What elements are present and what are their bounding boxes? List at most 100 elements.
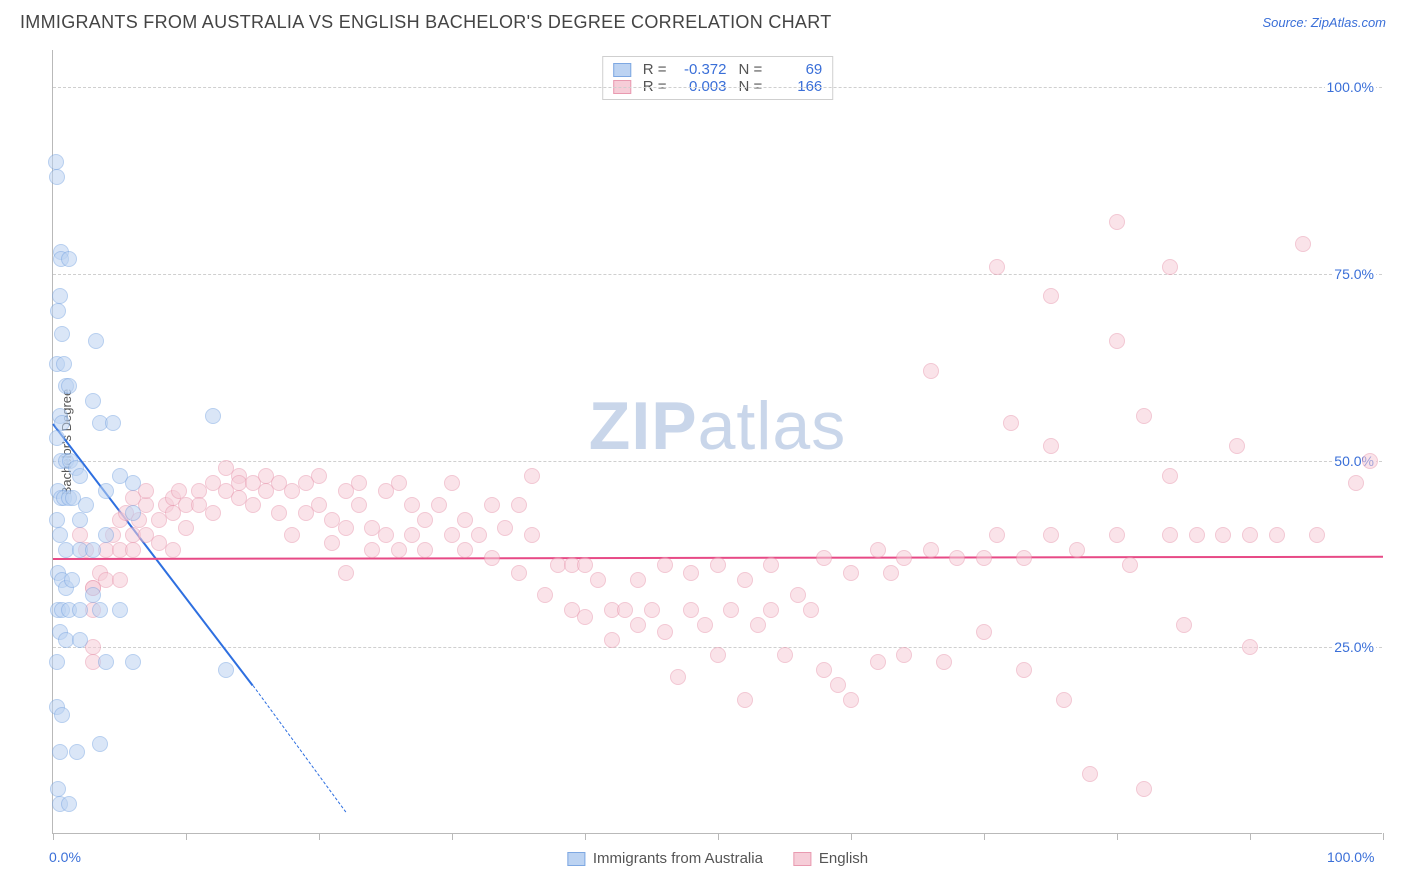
data-point [936, 654, 952, 670]
data-point [710, 557, 726, 573]
data-point [537, 587, 553, 603]
data-point [1362, 453, 1378, 469]
data-point [923, 542, 939, 558]
data-point [171, 483, 187, 499]
data-point [843, 692, 859, 708]
data-point [50, 781, 66, 797]
data-point [830, 677, 846, 693]
data-point [98, 654, 114, 670]
data-point [511, 565, 527, 581]
data-point [61, 251, 77, 267]
bottom-legend-label: Immigrants from Australia [593, 850, 763, 867]
data-point [976, 550, 992, 566]
data-point [1136, 408, 1152, 424]
data-point [417, 542, 433, 558]
data-point [484, 497, 500, 513]
data-point [444, 475, 460, 491]
data-point [630, 617, 646, 633]
data-point [737, 572, 753, 588]
data-point [444, 527, 460, 543]
data-point [271, 505, 287, 521]
x-tick [53, 833, 54, 840]
data-point [1043, 438, 1059, 454]
data-point [391, 542, 407, 558]
gridline [53, 87, 1382, 88]
data-point [218, 662, 234, 678]
x-tick-label: 100.0% [1327, 849, 1374, 865]
data-point [69, 744, 85, 760]
data-point [1109, 527, 1125, 543]
chart-title: IMMIGRANTS FROM AUSTRALIA VS ENGLISH BAC… [20, 12, 832, 33]
x-tick-label: 0.0% [49, 849, 81, 865]
data-point [56, 356, 72, 372]
data-point [1136, 781, 1152, 797]
data-point [710, 647, 726, 663]
data-point [683, 602, 699, 618]
chart-container: ZIPatlas Bachelor's Degree R =-0.372 N =… [52, 50, 1382, 834]
bottom-legend-item-1: Immigrants from Australia [567, 850, 763, 867]
trend-line [252, 685, 346, 813]
data-point [78, 497, 94, 513]
watermark: ZIPatlas [589, 387, 846, 465]
data-point [1269, 527, 1285, 543]
data-point [1309, 527, 1325, 543]
data-point [870, 654, 886, 670]
data-point [524, 527, 540, 543]
data-point [351, 497, 367, 513]
data-point [324, 535, 340, 551]
data-point [590, 572, 606, 588]
data-point [1242, 527, 1258, 543]
data-point [617, 602, 633, 618]
data-point [85, 542, 101, 558]
data-point [245, 497, 261, 513]
data-point [1295, 236, 1311, 252]
bottom-legend-item-2: English [793, 850, 868, 867]
gridline [53, 274, 1382, 275]
data-point [98, 527, 114, 543]
data-point [92, 602, 108, 618]
data-point [763, 557, 779, 573]
data-point [54, 326, 70, 342]
data-point [1043, 527, 1059, 543]
data-point [72, 468, 88, 484]
data-point [72, 527, 88, 543]
data-point [657, 624, 673, 640]
data-point [178, 520, 194, 536]
data-point [790, 587, 806, 603]
data-point [670, 669, 686, 685]
data-point [577, 609, 593, 625]
data-point [351, 475, 367, 491]
data-point [61, 378, 77, 394]
data-point [54, 707, 70, 723]
data-point [92, 736, 108, 752]
data-point [311, 468, 327, 484]
data-point [52, 744, 68, 760]
data-point [98, 483, 114, 499]
legend-swatch-icon [567, 852, 585, 866]
data-point [484, 550, 500, 566]
data-point [1189, 527, 1205, 543]
data-point [1122, 557, 1138, 573]
gridline [53, 461, 1382, 462]
bottom-legend: Immigrants from Australia English [567, 850, 868, 867]
correlation-legend: R =-0.372 N =69 R =0.003 N =166 [602, 56, 834, 100]
data-point [205, 408, 221, 424]
data-point [923, 363, 939, 379]
y-tick-label: 75.0% [1332, 266, 1376, 282]
data-point [683, 565, 699, 581]
data-point [1109, 333, 1125, 349]
data-point [61, 796, 77, 812]
y-tick-label: 25.0% [1332, 639, 1376, 655]
data-point [52, 288, 68, 304]
x-tick [319, 833, 320, 840]
data-point [1162, 259, 1178, 275]
data-point [1043, 288, 1059, 304]
data-point [125, 505, 141, 521]
data-point [457, 512, 473, 528]
data-point [72, 512, 88, 528]
data-point [737, 692, 753, 708]
x-tick [585, 833, 586, 840]
data-point [511, 497, 527, 513]
data-point [1082, 766, 1098, 782]
data-point [870, 542, 886, 558]
